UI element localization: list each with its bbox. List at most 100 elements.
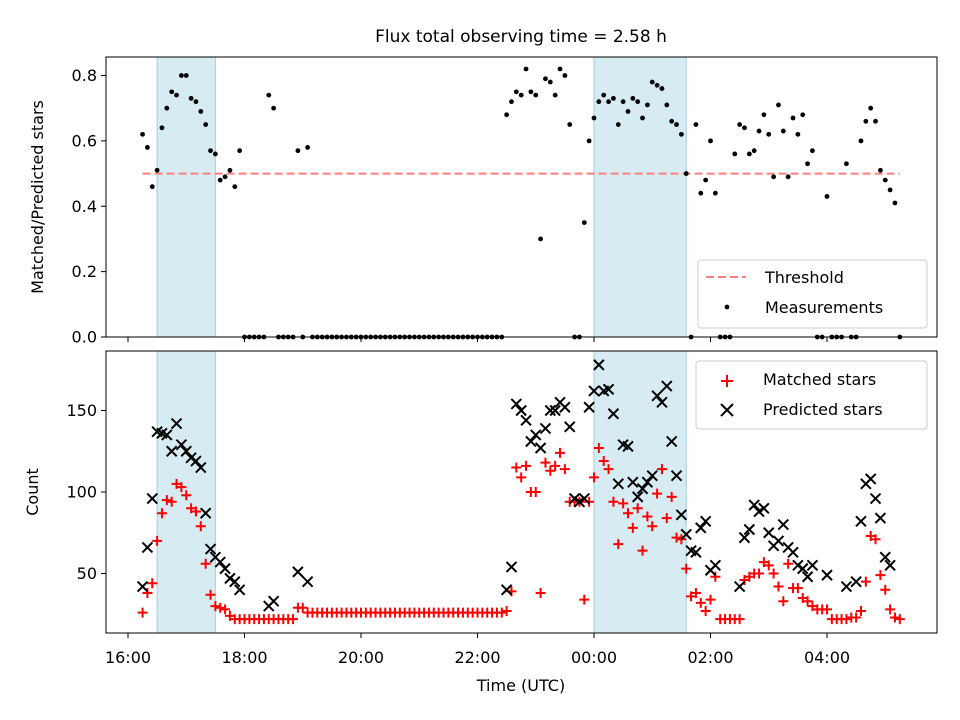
predicted-star-point — [180, 445, 192, 457]
measurement-point — [543, 76, 548, 82]
measurement-point — [305, 145, 311, 150]
matched-star-point — [555, 447, 566, 458]
predicted-star-point — [670, 469, 683, 482]
matched-star-point — [880, 584, 891, 595]
predicted-star-point — [675, 509, 688, 521]
measurement-point — [217, 177, 223, 183]
predicted-star-point — [233, 584, 246, 596]
measurement-point — [198, 109, 204, 114]
measurement-point — [776, 102, 781, 108]
predicted-star-point — [544, 404, 557, 417]
matched-star-point — [545, 465, 556, 476]
measurement-point — [683, 171, 689, 176]
measurement-point — [591, 115, 597, 121]
predicted-star-point — [792, 559, 804, 572]
matched-star-point — [666, 491, 677, 502]
x-tick-label: 18:00 — [221, 648, 267, 667]
measurement-point — [509, 99, 514, 105]
measurement-point — [140, 131, 145, 137]
top-x-ticks — [127, 337, 828, 342]
top-y-ticks: 0.0 0.2 0.4 0.6 0.8 — [72, 66, 106, 347]
measurement-point — [882, 177, 888, 183]
y-tick-label: 50 — [77, 564, 97, 583]
legend-measurements-label: Measurements — [765, 298, 883, 317]
matched-star-point — [161, 495, 172, 506]
matched-star-point — [152, 535, 163, 546]
matched-star-point — [661, 513, 672, 524]
measurement-point — [649, 79, 655, 85]
measurement-point — [606, 99, 611, 105]
predicted-star-point — [204, 543, 217, 555]
measurement-point — [766, 131, 772, 137]
measurement-point — [732, 151, 738, 157]
matched-star-point — [885, 604, 896, 615]
measurement-point — [237, 148, 243, 154]
matched-star-point — [190, 506, 201, 517]
predicted-star-point — [743, 523, 756, 536]
predicted-star-point — [656, 396, 668, 409]
predicted-star-point — [534, 442, 547, 454]
matched-star-point — [778, 596, 789, 607]
y-tick-label: 0.2 — [72, 262, 97, 281]
predicted-star-point — [292, 566, 304, 578]
measurement-point — [674, 122, 679, 127]
predicted-star-point — [190, 455, 202, 467]
predicted-star-point — [801, 571, 814, 583]
measurement-point — [868, 105, 874, 111]
predicted-star-point — [651, 390, 663, 402]
predicted-star-point — [564, 421, 576, 433]
x-tick-label: 20:00 — [338, 648, 384, 667]
matched-star-point — [875, 570, 886, 581]
measurement-point — [212, 151, 218, 157]
measurement-point — [742, 125, 747, 131]
y-tick-label: 100 — [66, 483, 97, 502]
measurement-point — [581, 220, 587, 225]
measurement-point — [533, 92, 539, 98]
bottom-legend-box — [695, 360, 928, 430]
matched-star-point — [710, 571, 721, 582]
predicted-star-point — [136, 580, 149, 593]
legend-measurements-swatch — [724, 304, 730, 310]
measurement-point — [188, 95, 194, 101]
predicted-star-point — [840, 580, 853, 593]
measurement-point — [858, 138, 864, 144]
predicted-star-point — [175, 439, 188, 451]
matched-star-point — [593, 442, 604, 453]
matched-star-point — [598, 456, 609, 467]
measurement-point — [547, 79, 553, 85]
legend-threshold-label: Threshold — [764, 268, 844, 287]
measurement-point — [654, 82, 660, 88]
measurement-point — [780, 128, 786, 134]
matched-star-point — [511, 462, 522, 473]
matched-star-point — [894, 614, 905, 625]
measurement-point — [557, 66, 563, 72]
matched-star-point — [579, 594, 590, 605]
predicted-star-point — [855, 515, 867, 528]
matched-star-point — [142, 588, 153, 599]
measurement-point — [795, 131, 801, 137]
predicted-star-point — [772, 535, 785, 547]
matched-star-point — [700, 605, 711, 616]
predicted-star-point — [631, 491, 644, 503]
matched-star-point — [754, 568, 765, 579]
predicted-star-point — [763, 527, 775, 539]
legend-matched-label: Matched stars — [763, 370, 876, 389]
matched-star-point — [860, 576, 871, 587]
predicted-star-point — [607, 408, 620, 420]
predicted-star-point — [165, 445, 178, 457]
measurement-point — [892, 200, 898, 206]
predicted-star-point — [170, 417, 183, 430]
measurement-point — [523, 66, 529, 72]
x-axis-label: Time (UTC) — [476, 676, 565, 695]
measurement-point — [159, 125, 165, 131]
matched-star-point — [734, 614, 745, 625]
top-axes-frame — [105, 56, 938, 338]
measurement-point — [698, 190, 704, 196]
measurement-point — [756, 128, 762, 134]
predicted-star-point — [864, 473, 877, 485]
measurement-point — [567, 122, 573, 127]
y-tick-label: 0.6 — [72, 131, 97, 150]
measurement-point — [295, 148, 301, 154]
predicted-star-point — [510, 398, 523, 410]
matched-star-point — [205, 589, 216, 600]
